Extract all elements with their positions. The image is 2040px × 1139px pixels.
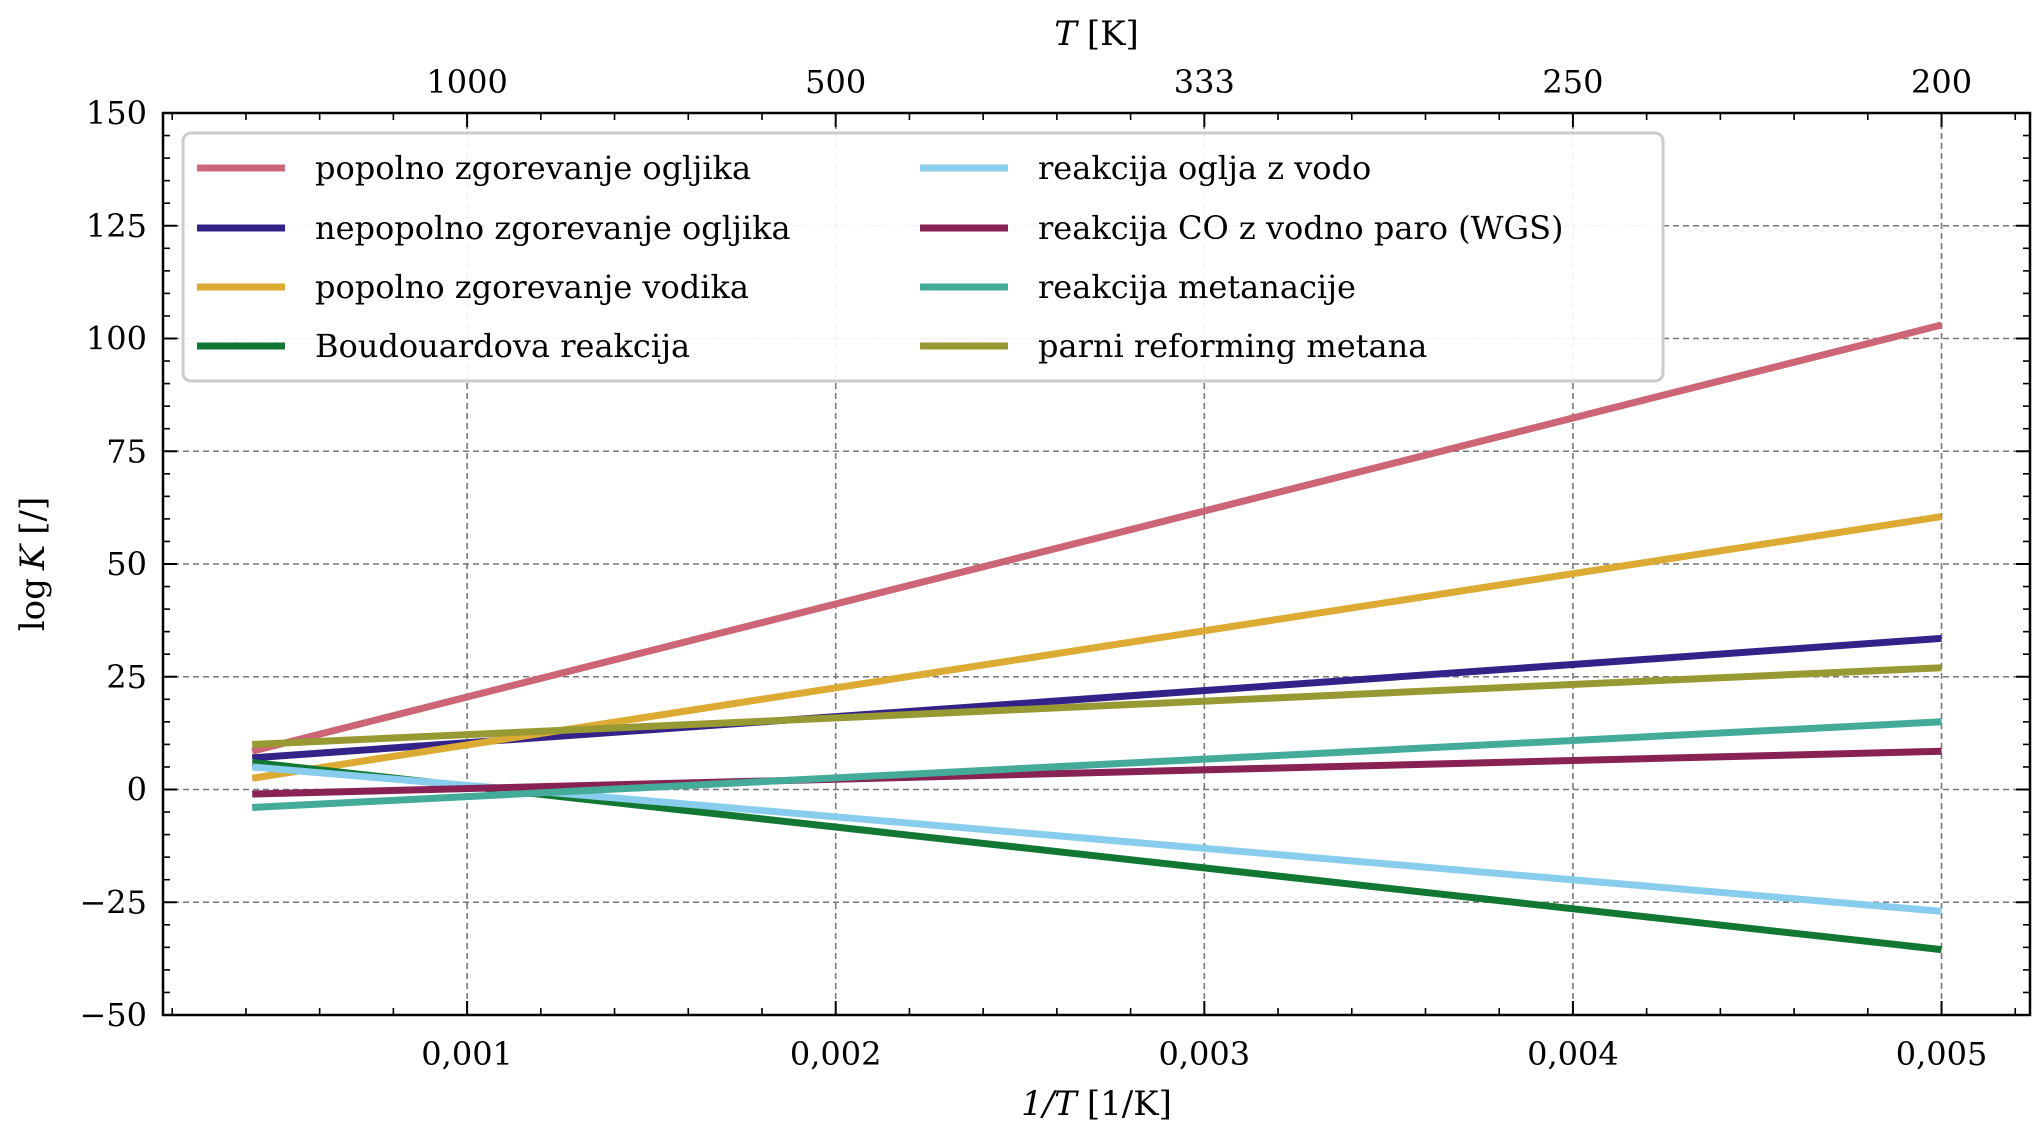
top-x-tick-label: 333: [1174, 63, 1235, 101]
series-line-8: [252, 664, 1942, 748]
legend-item-5: reakcija oglja z vodo: [920, 149, 1371, 187]
legend-item-8: parni reforming metana: [920, 327, 1427, 365]
legend-label: parni reforming metana: [1038, 327, 1427, 365]
axis-ticks: [163, 112, 2030, 1016]
legend-item-6: reakcija CO z vodno paro (WGS): [920, 209, 1563, 247]
legend-label: popolno zgorevanje vodika: [315, 268, 749, 306]
series-line-3: [251, 513, 1943, 782]
top-x-tick-label: 200: [1911, 63, 1972, 101]
y-tick-label: −25: [79, 883, 147, 921]
y-axis-label: logK[/]: [13, 497, 53, 632]
legend-item-4: Boudouardova reakcija: [197, 327, 690, 365]
top-x-tick-label: 1000: [426, 63, 507, 101]
y-tick-label: 50: [106, 545, 147, 583]
y-tick-label: 100: [86, 320, 147, 358]
x-tick-label: 0,005: [1896, 1035, 1988, 1073]
y-tick-label: 0: [127, 771, 147, 809]
y-tick-label: 150: [86, 94, 147, 132]
y-tick-label: −50: [79, 996, 147, 1034]
top-x-axis-label: T [K]: [1054, 14, 1139, 54]
legend: popolno zgorevanje ogljika nepopolno zgor…: [181, 131, 1665, 383]
x-axis-label: 1/T [1/K]: [1021, 1084, 1172, 1124]
legend-item-7: reakcija metanacije: [920, 268, 1356, 306]
x-tick-label: 0,003: [1159, 1035, 1251, 1073]
y-tick-label: 75: [106, 432, 147, 470]
legend-item-1: popolno zgorevanje ogljika: [197, 149, 751, 187]
legend-item-2: nepopolno zgorevanje ogljika: [197, 209, 791, 247]
x-tick-label: 0,001: [421, 1035, 513, 1073]
legend-label: reakcija metanacije: [1038, 268, 1356, 306]
legend-label: reakcija oglja z vodo: [1038, 149, 1371, 187]
top-x-tick-label: 250: [1542, 63, 1603, 101]
legend-box: [181, 131, 1665, 383]
series-line-7: [252, 718, 1942, 811]
series-line-6: [252, 747, 1942, 798]
top-x-tick-label: 500: [805, 63, 866, 101]
legend-item-3: popolno zgorevanje vodika: [197, 268, 749, 306]
series-line-1: [251, 321, 1943, 755]
series-lines: [251, 321, 1943, 954]
legend-label: reakcija CO z vodno paro (WGS): [1038, 209, 1563, 247]
legend-label: popolno zgorevanje ogljika: [315, 149, 751, 187]
legend-label: Boudouardova reakcija: [315, 327, 690, 365]
legend-label: nepopolno zgorevanje ogljika: [315, 209, 791, 247]
y-tick-label: 125: [86, 207, 147, 245]
y-tick-label: 25: [106, 658, 147, 696]
x-tick-label: 0,002: [790, 1035, 882, 1073]
x-tick-label: 0,004: [1527, 1035, 1619, 1073]
